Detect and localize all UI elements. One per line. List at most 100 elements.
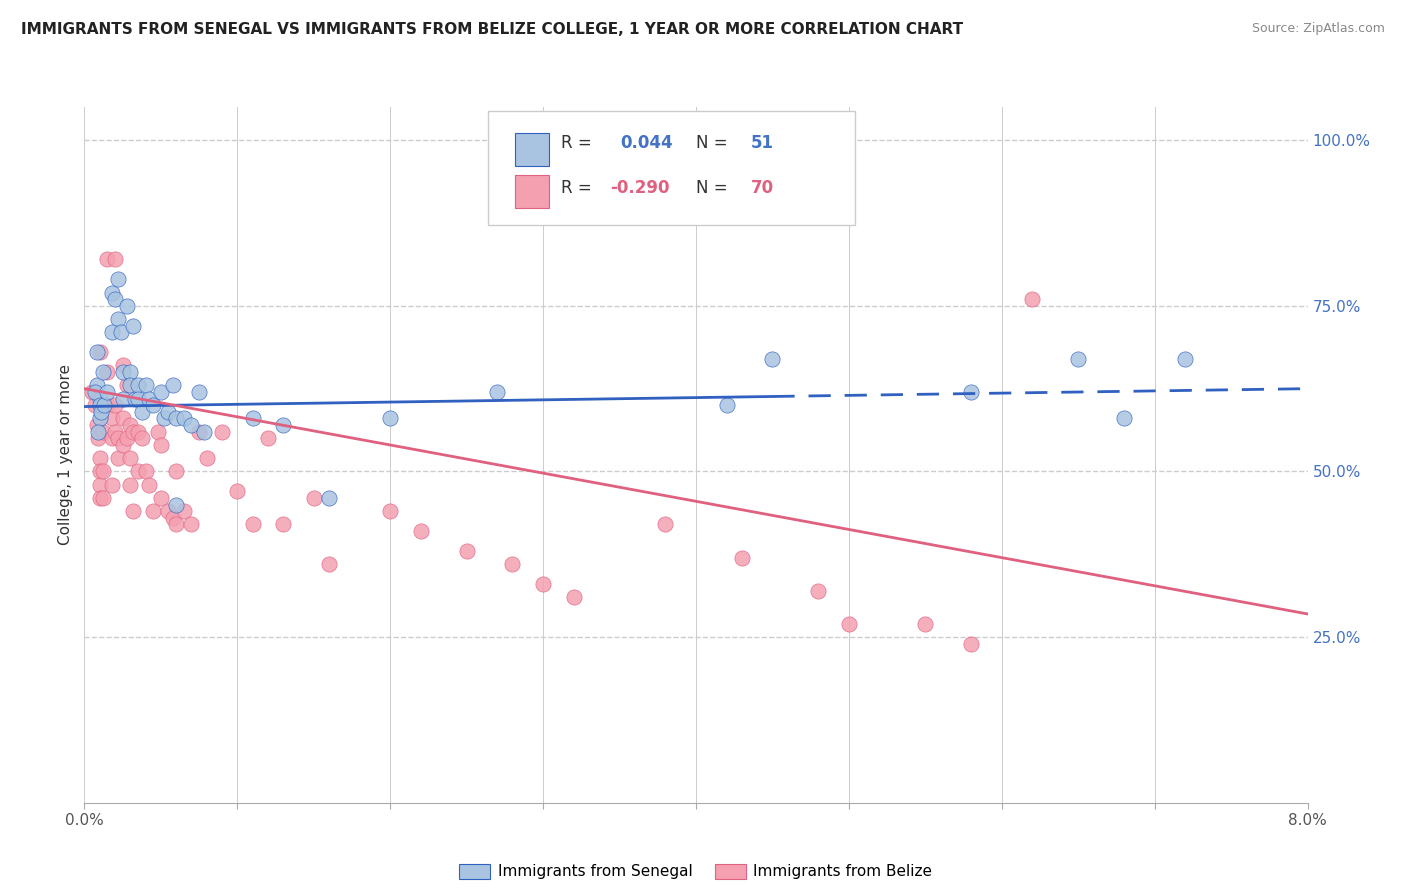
Point bbox=[96, 252, 118, 267]
Point bbox=[562, 591, 585, 605]
Point bbox=[960, 637, 983, 651]
Point bbox=[122, 318, 145, 333]
Point bbox=[180, 517, 202, 532]
Point bbox=[90, 405, 112, 419]
Point bbox=[84, 384, 107, 399]
Point bbox=[115, 378, 138, 392]
Point bbox=[122, 425, 145, 439]
Point bbox=[226, 484, 249, 499]
Point bbox=[101, 411, 124, 425]
Point bbox=[86, 418, 108, 433]
Y-axis label: College, 1 year or more: College, 1 year or more bbox=[58, 365, 73, 545]
Point bbox=[91, 491, 114, 505]
Point bbox=[146, 425, 169, 439]
Legend: Immigrants from Senegal, Immigrants from Belize: Immigrants from Senegal, Immigrants from… bbox=[453, 857, 939, 886]
Point bbox=[149, 491, 172, 505]
Point bbox=[131, 405, 153, 419]
Point bbox=[91, 465, 114, 479]
Point bbox=[157, 405, 180, 419]
FancyBboxPatch shape bbox=[515, 175, 550, 208]
Point bbox=[165, 517, 187, 532]
Point bbox=[87, 425, 110, 439]
Point bbox=[157, 504, 180, 518]
FancyBboxPatch shape bbox=[488, 111, 855, 226]
Point bbox=[761, 351, 783, 366]
Point bbox=[1174, 351, 1197, 366]
Point bbox=[111, 392, 134, 406]
Point bbox=[120, 477, 142, 491]
Point bbox=[271, 418, 294, 433]
Point bbox=[87, 431, 110, 445]
Point bbox=[502, 558, 524, 572]
FancyBboxPatch shape bbox=[515, 133, 550, 166]
Point bbox=[111, 359, 134, 373]
Point bbox=[89, 392, 111, 406]
Text: IMMIGRANTS FROM SENEGAL VS IMMIGRANTS FROM BELIZE COLLEGE, 1 YEAR OR MORE CORREL: IMMIGRANTS FROM SENEGAL VS IMMIGRANTS FR… bbox=[21, 22, 963, 37]
Point bbox=[302, 491, 325, 505]
Point bbox=[173, 504, 195, 518]
Point bbox=[80, 384, 103, 399]
Point bbox=[107, 312, 129, 326]
Text: R =: R = bbox=[561, 134, 598, 153]
Point bbox=[127, 465, 149, 479]
Point bbox=[1021, 292, 1043, 306]
Point bbox=[142, 398, 165, 412]
Point bbox=[96, 384, 118, 399]
Text: N =: N = bbox=[696, 134, 733, 153]
Point bbox=[104, 425, 127, 439]
Point bbox=[107, 451, 129, 466]
Point bbox=[127, 378, 149, 392]
Point bbox=[111, 365, 134, 379]
Point bbox=[104, 398, 127, 412]
Point bbox=[211, 425, 233, 439]
Point bbox=[716, 398, 738, 412]
Point bbox=[188, 384, 211, 399]
Point bbox=[86, 378, 108, 392]
Point bbox=[165, 411, 187, 425]
Point bbox=[89, 398, 111, 412]
Point bbox=[195, 451, 218, 466]
Point bbox=[96, 365, 118, 379]
Text: 0.044: 0.044 bbox=[620, 134, 672, 153]
Point bbox=[115, 431, 138, 445]
Point bbox=[127, 425, 149, 439]
Text: 70: 70 bbox=[751, 179, 775, 197]
Point bbox=[188, 425, 211, 439]
Point bbox=[271, 517, 294, 532]
Point bbox=[486, 384, 509, 399]
Point bbox=[84, 398, 107, 412]
Point bbox=[89, 491, 111, 505]
Point bbox=[107, 272, 129, 286]
Point bbox=[380, 411, 402, 425]
Point bbox=[960, 384, 983, 399]
Text: -0.290: -0.290 bbox=[610, 179, 669, 197]
Point bbox=[101, 326, 124, 340]
Point bbox=[165, 498, 187, 512]
Point bbox=[173, 411, 195, 425]
Point bbox=[153, 411, 176, 425]
Point bbox=[120, 418, 142, 433]
Text: Source: ZipAtlas.com: Source: ZipAtlas.com bbox=[1251, 22, 1385, 36]
Point bbox=[162, 511, 184, 525]
Point bbox=[135, 378, 157, 392]
Point bbox=[115, 299, 138, 313]
Point bbox=[104, 252, 127, 267]
Point bbox=[162, 378, 184, 392]
Point bbox=[1067, 351, 1090, 366]
Point bbox=[138, 477, 160, 491]
Point bbox=[120, 365, 142, 379]
Point bbox=[89, 345, 111, 359]
Point bbox=[104, 292, 127, 306]
Point bbox=[91, 365, 114, 379]
Point bbox=[89, 451, 111, 466]
Point bbox=[93, 398, 115, 412]
Point bbox=[138, 392, 160, 406]
Point bbox=[165, 465, 187, 479]
Point bbox=[96, 398, 118, 412]
Point bbox=[380, 504, 402, 518]
Point bbox=[89, 465, 111, 479]
Point bbox=[318, 491, 340, 505]
Point bbox=[242, 517, 264, 532]
Point bbox=[807, 583, 830, 598]
Point bbox=[654, 517, 676, 532]
